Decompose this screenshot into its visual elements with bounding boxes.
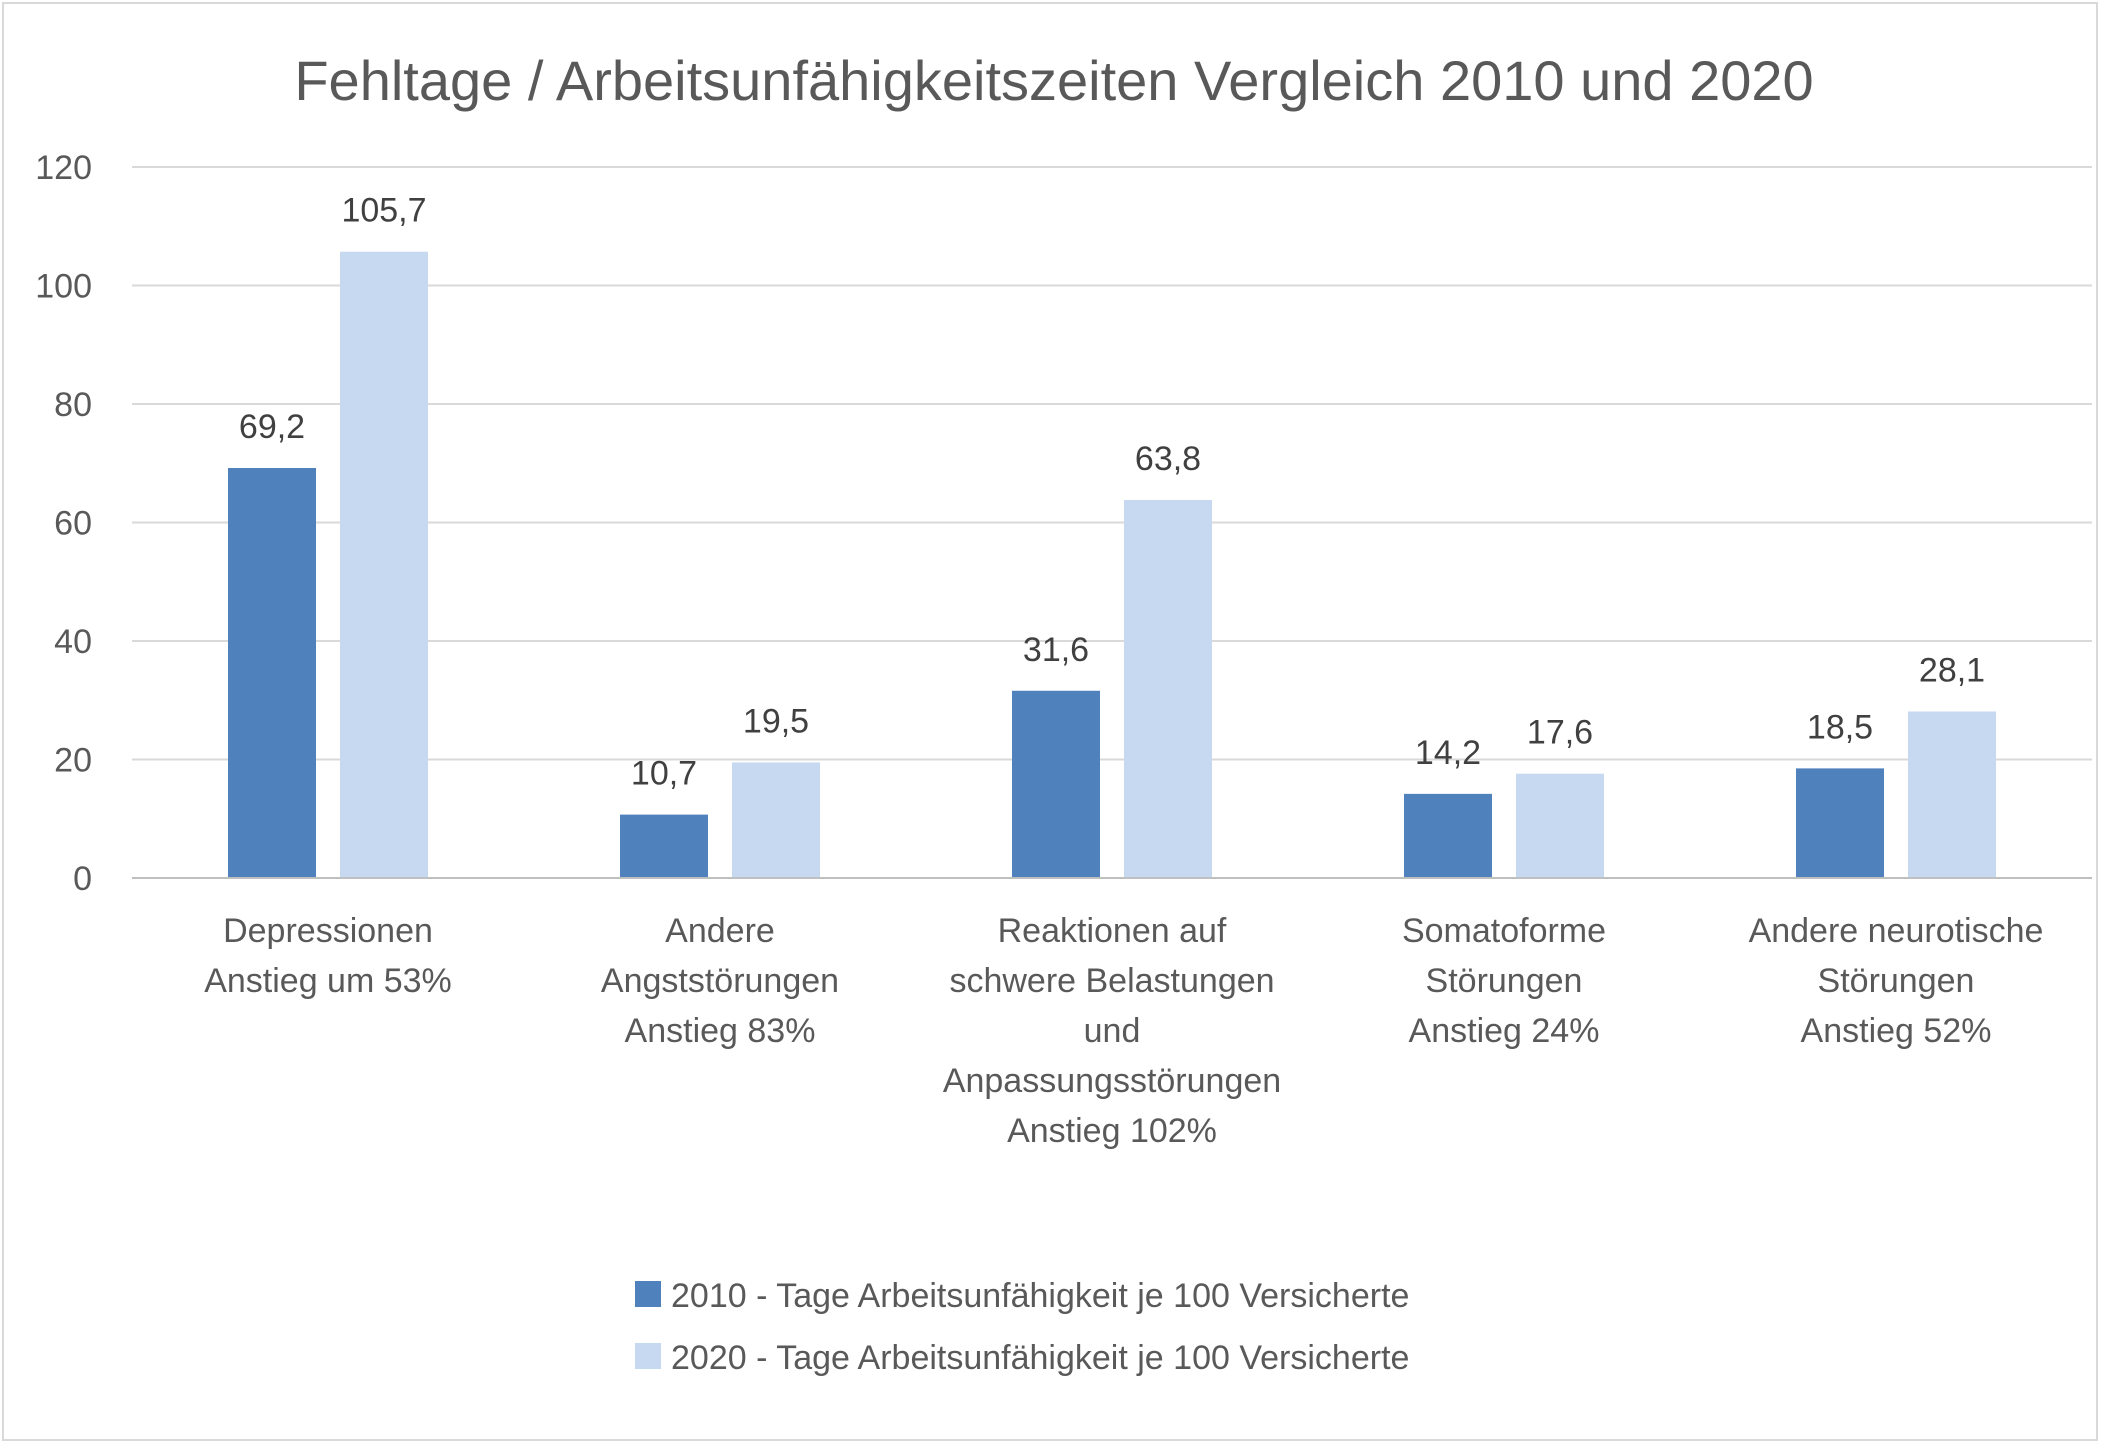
- category-label: Anstieg 102%: [1007, 1112, 1217, 1150]
- category-label: Reaktionen auf: [998, 912, 1227, 950]
- data-label: 14,2: [1415, 734, 1481, 772]
- category-label: und: [1084, 1012, 1141, 1050]
- category-label: Andere: [665, 912, 775, 950]
- data-label: 18,5: [1807, 708, 1873, 746]
- bar-series-2-category-1: [340, 251, 428, 879]
- bar-series-2-category-5: [1908, 711, 1996, 878]
- bar-series-1-category-5: [1796, 768, 1884, 878]
- data-label: 17,6: [1527, 714, 1593, 752]
- category-label: Depressionen: [223, 912, 433, 950]
- bar-series-2-category-2: [732, 762, 820, 878]
- category-label: Anstieg 24%: [1409, 1012, 1600, 1050]
- bar-series-1-category-3: [1012, 690, 1100, 878]
- data-label: 19,5: [743, 702, 809, 740]
- data-label: 31,6: [1023, 631, 1089, 669]
- category-label: schwere Belastungen: [949, 962, 1274, 1000]
- category-label: Anpassungsstörungen: [943, 1062, 1281, 1100]
- bar-series-1-category-1: [228, 467, 316, 878]
- category-label: Andere neurotische: [1749, 912, 2044, 950]
- y-tick-label: 20: [54, 742, 92, 780]
- legend-swatch-2: [635, 1343, 661, 1369]
- category-label: Somatoforme: [1402, 912, 1606, 950]
- category-labels: Depressionen Anstieg um 53% Andere Angststö…: [204, 912, 2043, 1150]
- data-labels: 69,2 105,7 10,7 19,5 31,6 63,8 14,2 17,6 18,5 28,…: [239, 192, 1985, 793]
- y-tick-label: 80: [54, 386, 92, 424]
- legend-swatch-1: [635, 1281, 661, 1307]
- y-tick-label: 100: [35, 268, 92, 306]
- bar-series-2-category-4: [1516, 773, 1604, 878]
- y-tick-label: 40: [54, 623, 92, 661]
- bar-chart: Fehltage / Arbeitsunfähigkeitszeiten Ver…: [35, 49, 2092, 1377]
- bars: [228, 251, 1996, 879]
- category-label: Anstieg um 53%: [204, 962, 452, 1000]
- data-label: 28,1: [1919, 652, 1985, 690]
- bar-series-1-category-4: [1404, 793, 1492, 878]
- data-label: 10,7: [631, 755, 697, 793]
- bar-series-2-category-3: [1124, 499, 1212, 878]
- chart-title: Fehltage / Arbeitsunfähigkeitszeiten Ver…: [294, 49, 1813, 112]
- gridlines: [132, 166, 2092, 761]
- legend-entry-2: 2020 - Tage Arbeitsunfähigkeit je 100 Ve…: [671, 1339, 1409, 1377]
- y-tick-label: 60: [54, 505, 92, 543]
- y-axis-ticks: 0 20 40 60 80 100 120: [35, 149, 92, 898]
- data-label: 69,2: [239, 408, 305, 446]
- category-label: Angststörungen: [601, 962, 839, 1000]
- category-label: Störungen: [1818, 962, 1975, 1000]
- category-label: Anstieg 52%: [1801, 1012, 1992, 1050]
- legend-entry-1: 2010 - Tage Arbeitsunfähigkeit je 100 Ve…: [671, 1277, 1409, 1315]
- bar-series-1-category-2: [620, 814, 708, 878]
- y-tick-label: 120: [35, 149, 92, 187]
- data-label: 63,8: [1135, 440, 1201, 478]
- data-label: 105,7: [341, 192, 426, 230]
- legend: 2010 - Tage Arbeitsunfähigkeit je 100 Ve…: [635, 1277, 1409, 1377]
- category-label: Anstieg 83%: [625, 1012, 816, 1050]
- y-tick-label: 0: [73, 860, 92, 898]
- category-label: Störungen: [1426, 962, 1583, 1000]
